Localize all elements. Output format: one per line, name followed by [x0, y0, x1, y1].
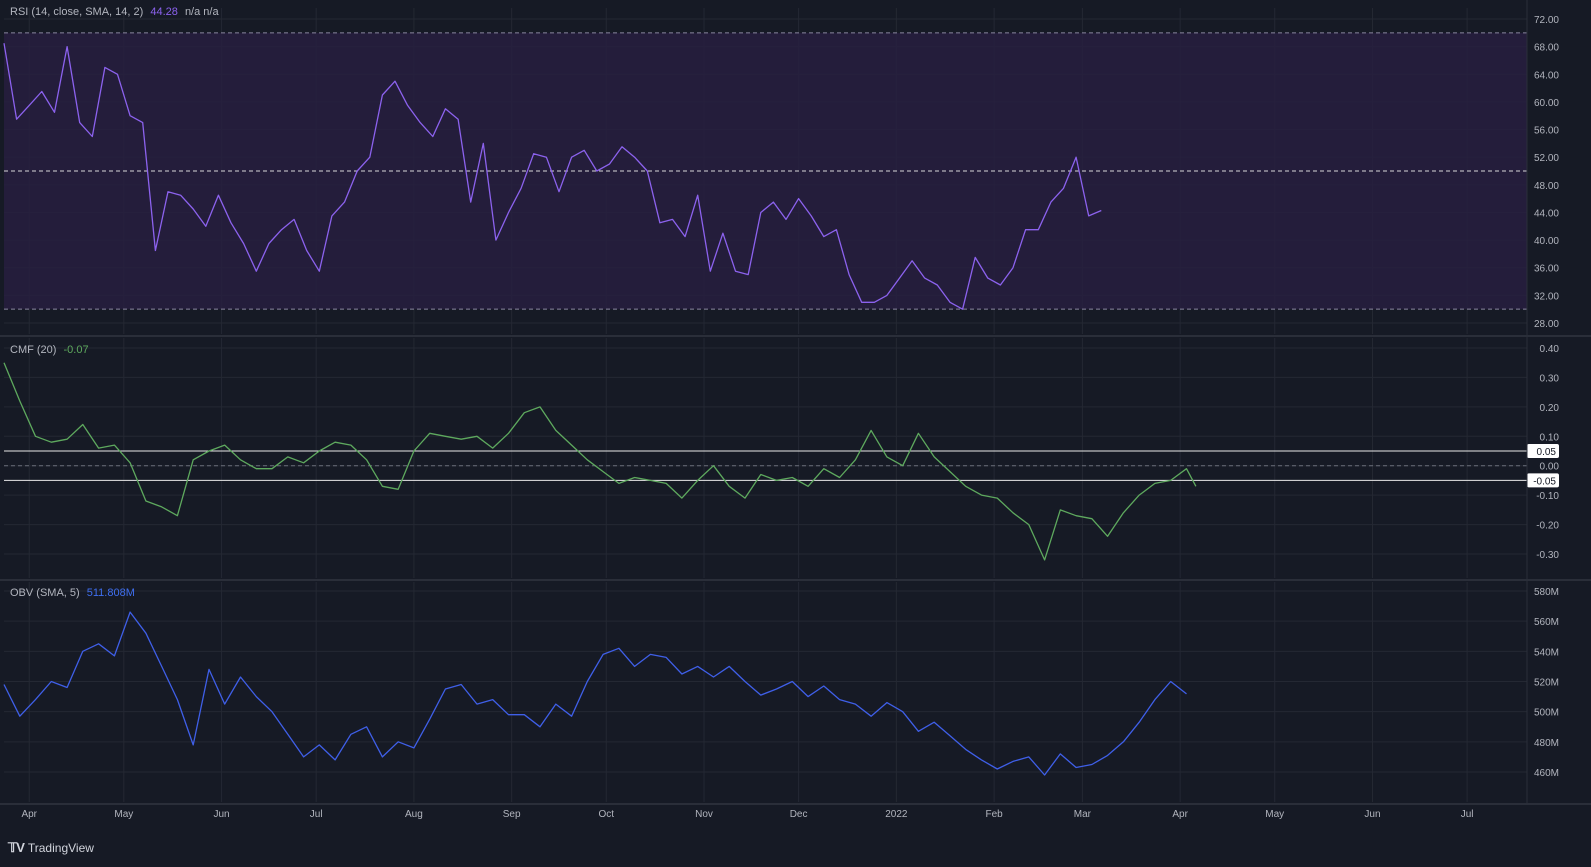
- x-tick-label: Jul: [1461, 809, 1474, 820]
- cmf-pane: 0.40 0.30 0.20 0.10 0.00 -0.10 -0.20 -0.30 0.05 -…: [0, 338, 1591, 581]
- obv-legend-label: OBV (SMA, 5): [10, 587, 80, 599]
- cmf-level-label: 0.05: [1537, 447, 1557, 458]
- y-tick-label: 0.00: [1540, 462, 1560, 473]
- x-tick-label: Oct: [598, 809, 614, 820]
- rsi-legend-value: 44.28: [150, 6, 178, 18]
- x-tick-label: Jun: [1364, 809, 1380, 820]
- y-tick-label: 0.30: [1540, 373, 1560, 384]
- y-tick-label: 48.00: [1534, 181, 1559, 192]
- y-tick-label: -0.20: [1536, 521, 1559, 532]
- y-tick-label: 480M: [1534, 738, 1559, 749]
- y-tick-label: 36.00: [1534, 264, 1559, 275]
- x-tick-label: Nov: [695, 809, 713, 820]
- x-tick-label: May: [114, 809, 133, 820]
- cmf-level-tag: [1527, 444, 1559, 458]
- y-tick-label: 580M: [1534, 587, 1559, 598]
- x-tick-label: 2022: [885, 809, 908, 820]
- cmf-level-label: -0.05: [1533, 476, 1556, 487]
- time-axis[interactable]: Apr May Jun Jul Aug Sep Oct Nov Dec 2022 Feb Mar Apr…: [21, 809, 1473, 820]
- x-tick-label: Feb: [985, 809, 1003, 820]
- brand-name: TradingView: [27, 841, 94, 855]
- x-tick-label: Apr: [21, 809, 37, 820]
- cmf-legend[interactable]: CMF (20) -0.07: [10, 344, 93, 356]
- tradingview-logo-icon: 𝕋V: [8, 840, 25, 855]
- rsi-series-line: [3, 43, 1102, 310]
- y-tick-label: 520M: [1534, 678, 1559, 689]
- x-tick-label: Apr: [1172, 809, 1188, 820]
- cmf-legend-value: -0.07: [63, 344, 89, 356]
- y-tick-label: 56.00: [1534, 126, 1559, 137]
- obv-legend[interactable]: OBV (SMA, 5) 511.808M: [10, 587, 139, 599]
- x-tick-label: Jun: [214, 809, 230, 820]
- x-tick-label: Jul: [310, 809, 323, 820]
- rsi-legend-label: RSI (14, close, SMA, 14, 2): [10, 6, 144, 18]
- rsi-band: [4, 32, 1527, 310]
- y-tick-label: 540M: [1534, 647, 1559, 658]
- obv-legend-value: 511.808M: [86, 587, 135, 599]
- y-tick-label: -0.10: [1536, 491, 1559, 502]
- y-tick-label: 32.00: [1534, 291, 1559, 302]
- y-tick-label: 72.00: [1534, 15, 1559, 26]
- tradingview-brand[interactable]: 𝕋V TradingView: [8, 840, 94, 856]
- y-tick-label: 44.00: [1534, 208, 1559, 219]
- cmf-legend-label: CMF (20): [10, 344, 57, 356]
- x-tick-label: Dec: [790, 809, 808, 820]
- x-tick-label: May: [1265, 809, 1284, 820]
- x-tick-label: Mar: [1074, 809, 1092, 820]
- y-tick-label: 500M: [1534, 708, 1559, 719]
- y-tick-label: -0.30: [1536, 550, 1559, 561]
- obv-pane: 580M 560M 540M 520M 500M 480M 460M: [0, 582, 1591, 805]
- y-tick-label: 40.00: [1534, 236, 1559, 247]
- y-tick-label: 0.20: [1540, 403, 1560, 414]
- cmf-level-tag: [1527, 473, 1559, 488]
- x-tick-label: Sep: [503, 809, 521, 820]
- y-tick-label: 64.00: [1534, 70, 1559, 81]
- y-tick-label: 0.10: [1540, 432, 1560, 443]
- rsi-legend-extra: n/a n/a: [184, 6, 219, 18]
- rsi-legend[interactable]: RSI (14, close, SMA, 14, 2) 44.28 n/a n/…: [10, 6, 223, 18]
- y-tick-label: 60.00: [1534, 98, 1559, 109]
- y-tick-label: 560M: [1534, 617, 1559, 628]
- y-tick-label: 0.40: [1540, 344, 1560, 355]
- rsi-pane: 72.00 68.00 64.00 60.00 56.00 52.00 48.00 44.00…: [0, 8, 1591, 337]
- y-tick-label: 52.00: [1534, 153, 1559, 164]
- x-tick-label: Aug: [405, 809, 423, 820]
- y-tick-label: 68.00: [1534, 43, 1559, 54]
- obv-series-line: [3, 611, 1187, 776]
- cmf-series-line: [3, 362, 1197, 561]
- y-tick-label: 460M: [1534, 768, 1559, 779]
- y-tick-label: 28.00: [1534, 319, 1559, 330]
